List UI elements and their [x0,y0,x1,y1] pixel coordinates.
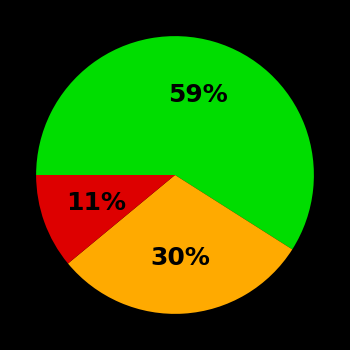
Text: 11%: 11% [66,191,127,215]
Wedge shape [36,175,175,264]
Wedge shape [36,36,314,250]
Text: 59%: 59% [168,83,228,107]
Text: 30%: 30% [150,246,210,270]
Wedge shape [68,175,292,314]
